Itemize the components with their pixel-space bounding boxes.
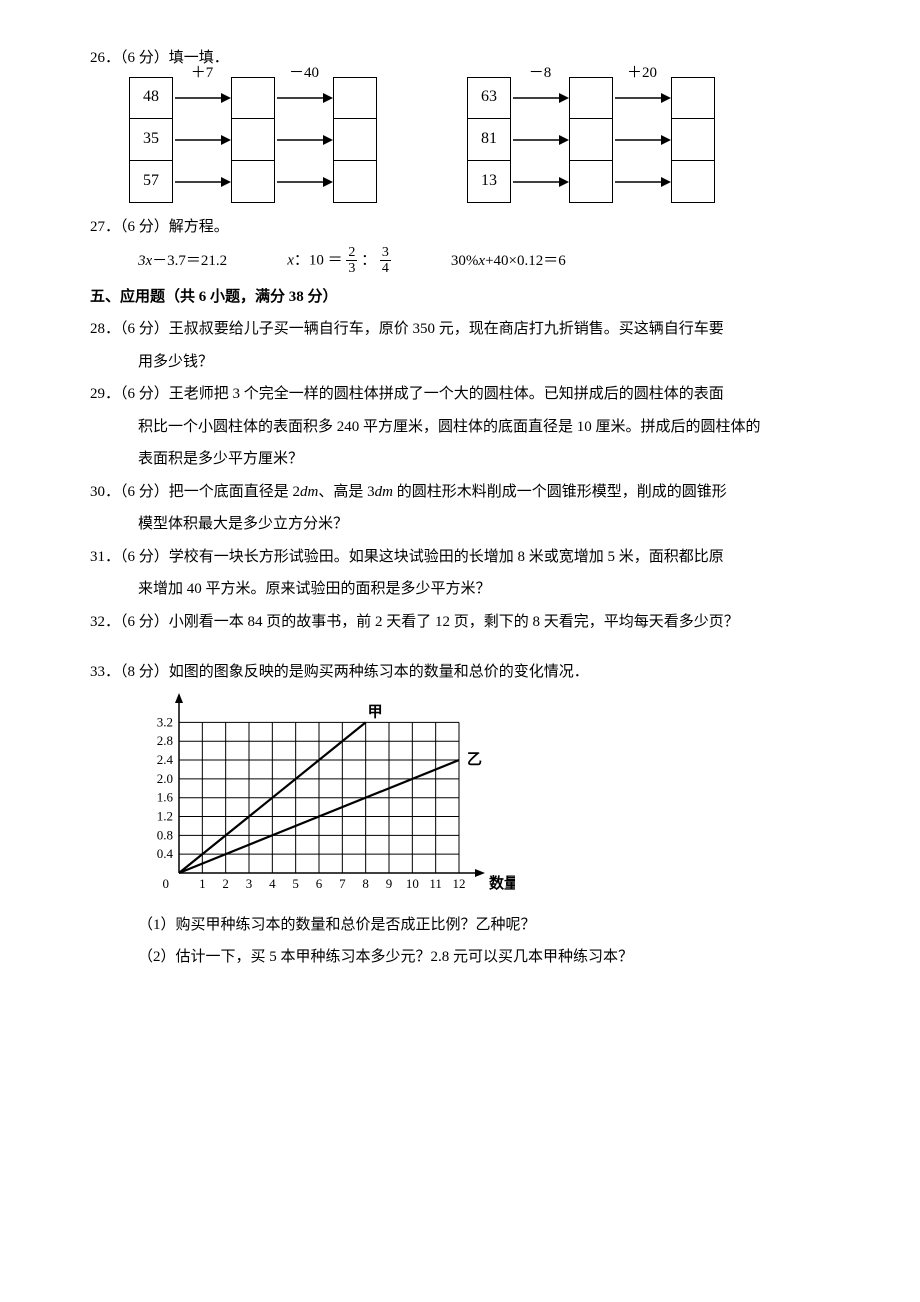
svg-text:1: 1 [199, 876, 206, 891]
svg-text:乙: 乙 [467, 752, 482, 768]
q29-l1: 29．（6 分）王老师把 3 个完全一样的圆柱体拼成了一个大的圆柱体。已知拼成后… [90, 380, 840, 409]
cell: 13 [467, 161, 511, 203]
cell-blank[interactable] [671, 161, 715, 203]
q32-l1: 32．（6 分）小刚看一本 84 页的故事书，前 2 天看了 12 页，剩下的 … [90, 608, 840, 637]
op-label: ＋20 [613, 59, 671, 88]
cell: 35 [129, 119, 173, 161]
arrow: ＋20 [613, 77, 671, 119]
q31-l2: 来增加 40 平方米。原来试验田的面积是多少平方米？ [90, 575, 840, 604]
q33-chart: 0.40.81.21.62.02.42.83.21234567891011120… [90, 693, 840, 903]
svg-text:0: 0 [163, 876, 170, 891]
section5-title: 五、应用题（共 6 小题，满分 38 分） [90, 283, 840, 312]
cell-blank[interactable] [671, 119, 715, 161]
cell-blank[interactable] [231, 77, 275, 119]
q31-l1: 31．（6 分）学校有一块长方形试验田。如果这块试验田的长增加 8 米或宽增加 … [90, 543, 840, 572]
svg-text:4: 4 [269, 876, 276, 891]
svg-text:7: 7 [339, 876, 346, 891]
q26-right-diagram: 63 81 13 －8 ＋20 [467, 77, 715, 203]
cell-blank[interactable] [569, 119, 613, 161]
op-label: －40 [275, 59, 333, 88]
svg-text:2: 2 [222, 876, 229, 891]
op-label: －8 [511, 59, 569, 88]
svg-text:6: 6 [316, 876, 323, 891]
q28-l2: 用多少钱？ [90, 348, 840, 377]
svg-text:5: 5 [292, 876, 299, 891]
eq3: 30%x+40×0.12＝6 [451, 247, 566, 276]
q27-equations: 3x3x－3.7＝21.2－3.7＝21.2 x：10 ＝ 23 ： 34 30… [90, 245, 840, 277]
q27-line: 27．（6 分）解方程。 [90, 213, 840, 242]
svg-text:0.8: 0.8 [157, 827, 173, 842]
op-label: ＋7 [173, 59, 231, 88]
q29-l2: 积比一个小圆柱体的表面积多 240 平方厘米，圆柱体的底面直径是 10 厘米。拼… [90, 413, 840, 442]
svg-text:3: 3 [246, 876, 253, 891]
cell: 63 [467, 77, 511, 119]
svg-text:3.2: 3.2 [157, 714, 173, 729]
cell-blank[interactable] [569, 161, 613, 203]
eq2: x：10 ＝ 23 ： 34 [287, 245, 391, 277]
svg-text:11: 11 [429, 876, 442, 891]
q30-l1: 30．（6 分）把一个底面直径是 2dm、高是 3dm 的圆柱形木料削成一个圆锥… [90, 478, 840, 507]
q29-l3: 表面积是多少平方厘米？ [90, 445, 840, 474]
q26-left-diagram: 48 35 57 ＋7 －40 [129, 77, 377, 203]
cell-blank[interactable] [231, 119, 275, 161]
arrow: －8 [511, 77, 569, 119]
arrow: －40 [275, 77, 333, 119]
svg-text:2.4: 2.4 [157, 752, 174, 767]
cell-blank[interactable] [333, 77, 377, 119]
svg-text:1.2: 1.2 [157, 808, 173, 823]
cell-blank[interactable] [333, 119, 377, 161]
svg-text:8: 8 [362, 876, 369, 891]
cell: 48 [129, 77, 173, 119]
cell-blank[interactable] [569, 77, 613, 119]
q33-sub2: （2）估计一下，买 5 本甲种练习本多少元？2.8 元可以买几本甲种练习本？ [90, 943, 840, 972]
line-chart: 0.40.81.21.62.02.42.83.21234567891011120… [135, 693, 515, 903]
svg-text:2.8: 2.8 [157, 733, 173, 748]
svg-text:2.0: 2.0 [157, 771, 173, 786]
svg-text:10: 10 [406, 876, 419, 891]
cell: 81 [467, 119, 511, 161]
cell-blank[interactable] [333, 161, 377, 203]
svg-text:9: 9 [386, 876, 393, 891]
cell: 57 [129, 161, 173, 203]
cell-blank[interactable] [231, 161, 275, 203]
q33-l1: 33．（8 分）如图的图象反映的是购买两种练习本的数量和总价的变化情况． [90, 658, 840, 687]
svg-text:甲: 甲 [368, 703, 383, 720]
svg-text:数量/本: 数量/本 [489, 874, 515, 892]
eq-sign: ＝ [328, 252, 343, 268]
q28-l1: 28．（6 分）王叔叔要给儿子买一辆自行车，原价 350 元，现在商店打九折销售… [90, 315, 840, 344]
cell-blank[interactable] [671, 77, 715, 119]
eq1: 3x3x－3.7＝21.2－3.7＝21.2 [138, 247, 227, 276]
q33-sub1: （1）购买甲种练习本的数量和总价是否成正比例？乙种呢？ [90, 911, 840, 940]
svg-text:12: 12 [453, 876, 466, 891]
svg-text:0.4: 0.4 [157, 846, 174, 861]
svg-text:1.6: 1.6 [157, 789, 174, 804]
arrow: ＋7 [173, 77, 231, 119]
q26-diagrams: 48 35 57 ＋7 －40 [90, 77, 840, 203]
q30-l2: 模型体积最大是多少立方分米？ [90, 510, 840, 539]
